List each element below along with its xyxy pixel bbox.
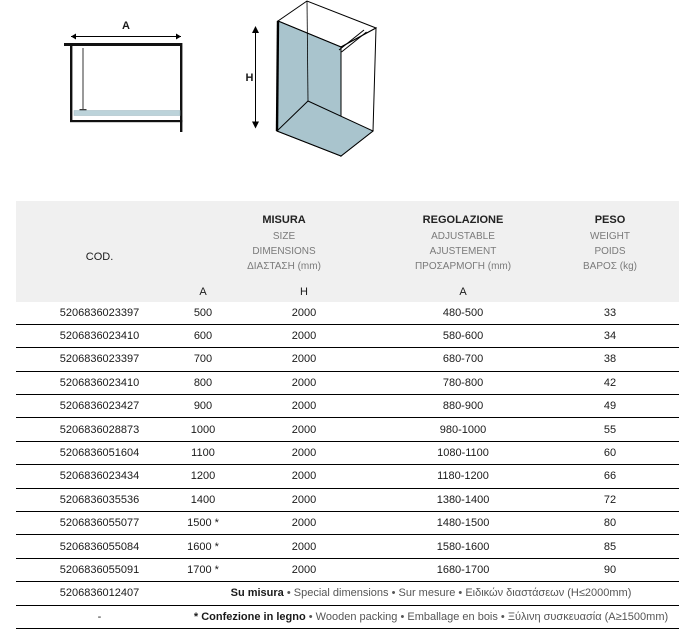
svg-text:H: H (246, 72, 254, 84)
svg-text:A: A (122, 20, 130, 32)
